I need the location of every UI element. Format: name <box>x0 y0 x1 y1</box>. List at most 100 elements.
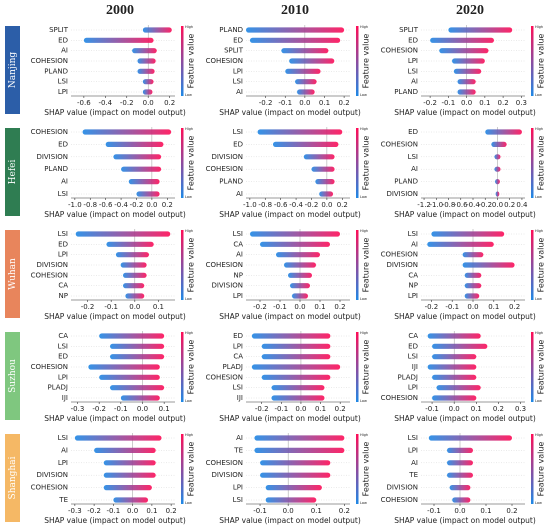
feature-label: AI <box>61 446 68 454</box>
feature-label: DIVISION <box>211 282 243 290</box>
x-tick-label: 0.2 <box>504 201 515 209</box>
feature-label: IJI <box>62 394 68 402</box>
feature-label: COHESION <box>381 496 418 504</box>
swarm <box>254 435 345 441</box>
feature-label: CA <box>233 353 243 361</box>
x-tick-label: -0.1 <box>274 405 288 413</box>
swarm <box>494 154 501 160</box>
feature-label: ED <box>233 332 243 340</box>
colorbar-label: Feature value <box>362 340 371 395</box>
feature-label: COHESION <box>31 57 68 65</box>
swarm <box>271 395 325 401</box>
x-tick-label: -0.1 <box>253 507 267 515</box>
swarm <box>439 48 489 54</box>
feature-label: PLAND <box>219 26 243 34</box>
feature-label: COHESION <box>381 251 418 259</box>
column-title: 2020 <box>456 3 484 18</box>
feature-label: AI <box>411 165 418 173</box>
colorbar-label: Feature value <box>362 442 371 497</box>
swarm <box>106 241 154 247</box>
colorbar-low: Low <box>185 195 192 199</box>
swarm <box>276 252 320 258</box>
swarm <box>448 27 513 33</box>
feature-label: AI <box>236 88 243 96</box>
feature-label: ED <box>408 128 418 136</box>
swarm <box>319 191 334 197</box>
x-axis-label: SHAP value (impact on model output) <box>44 516 186 525</box>
swarm <box>452 497 471 503</box>
colorbar-low: Low <box>535 195 542 199</box>
feature-label: CA <box>58 332 68 340</box>
colorbar-low: Low <box>185 501 192 505</box>
x-tick-label: 0.1 <box>471 405 482 413</box>
colorbar-high: High <box>185 25 193 29</box>
x-tick-label: -0.8 <box>442 201 456 209</box>
x-tick-label: 0.0 <box>492 201 503 209</box>
colorbar-high: High <box>535 127 543 131</box>
swarm <box>464 293 480 299</box>
x-tick-label: -0.4 <box>98 99 112 107</box>
x-tick-label: 0.2 <box>337 201 348 209</box>
colorbar <box>181 434 184 504</box>
swarm <box>115 252 149 258</box>
swarm <box>251 333 331 339</box>
feature-label: ED <box>58 240 68 248</box>
feature-label: DIVISION <box>36 471 68 479</box>
swarm <box>432 343 488 349</box>
swarm <box>120 395 160 401</box>
feature-label: LPI <box>233 292 243 300</box>
x-tick-label: -0.1 <box>273 303 287 311</box>
swarm <box>99 374 160 380</box>
feature-label: LSI <box>408 153 418 161</box>
colorbar-low: Low <box>535 297 542 301</box>
feature-label: ED <box>233 140 243 148</box>
x-axis-label: SHAP value (impact on model output) <box>219 312 361 321</box>
feature-label: ED <box>58 140 68 148</box>
swarm <box>113 154 162 160</box>
swarm <box>457 79 476 85</box>
feature-label: PLAND <box>394 178 418 186</box>
feature-label: LPI <box>58 373 68 381</box>
x-tick-label: 0.0 <box>454 507 465 515</box>
colorbar-high: High <box>185 433 193 437</box>
feature-label: LPI <box>408 446 418 454</box>
feature-label: LSI <box>408 353 418 361</box>
colorbar <box>531 26 534 96</box>
row-label: Wuhan <box>8 258 18 290</box>
feature-label: IJI <box>237 394 243 402</box>
x-tick-label: -1.0 <box>68 201 82 209</box>
x-tick-label: 0.0 <box>467 303 478 311</box>
feature-label: LSI <box>408 434 418 442</box>
swarm <box>250 231 340 237</box>
feature-label: LSI <box>233 496 243 504</box>
x-tick-label: -0.1 <box>445 303 459 311</box>
colorbar-high: High <box>535 433 543 437</box>
feature-label: LSI <box>233 78 243 86</box>
x-tick-label: -1.0 <box>243 201 257 209</box>
x-axis-label: SHAP value (impact on model output) <box>394 414 536 423</box>
feature-label: IJI <box>412 363 418 371</box>
x-tick-label: -0.1 <box>107 507 121 515</box>
feature-label: AI <box>411 78 418 86</box>
x-tick-label: -0.8 <box>83 201 97 209</box>
x-tick-label: -0.3 <box>71 405 85 413</box>
feature-label: COHESION <box>206 57 243 65</box>
x-tick-label: 0.0 <box>129 303 140 311</box>
swarm <box>75 231 171 237</box>
colorbar-low: Low <box>360 501 367 505</box>
feature-label: LPI <box>233 342 243 350</box>
swarm <box>447 472 473 478</box>
row-label: Shanghai <box>8 456 18 499</box>
feature-label: AI <box>236 434 243 442</box>
x-tick-label: -0.2 <box>423 99 437 107</box>
x-tick-label: -0.2 <box>259 99 273 107</box>
feature-label: AI <box>236 251 243 259</box>
x-tick-label: 0.0 <box>127 507 138 515</box>
swarm <box>430 37 494 43</box>
colorbar-high: High <box>535 229 543 233</box>
x-tick-label: -0.2 <box>81 303 95 311</box>
colorbar-low: Low <box>360 399 367 403</box>
colorbar <box>531 230 534 300</box>
feature-label: DIVISION <box>386 190 418 198</box>
colorbar-high: High <box>360 433 368 437</box>
